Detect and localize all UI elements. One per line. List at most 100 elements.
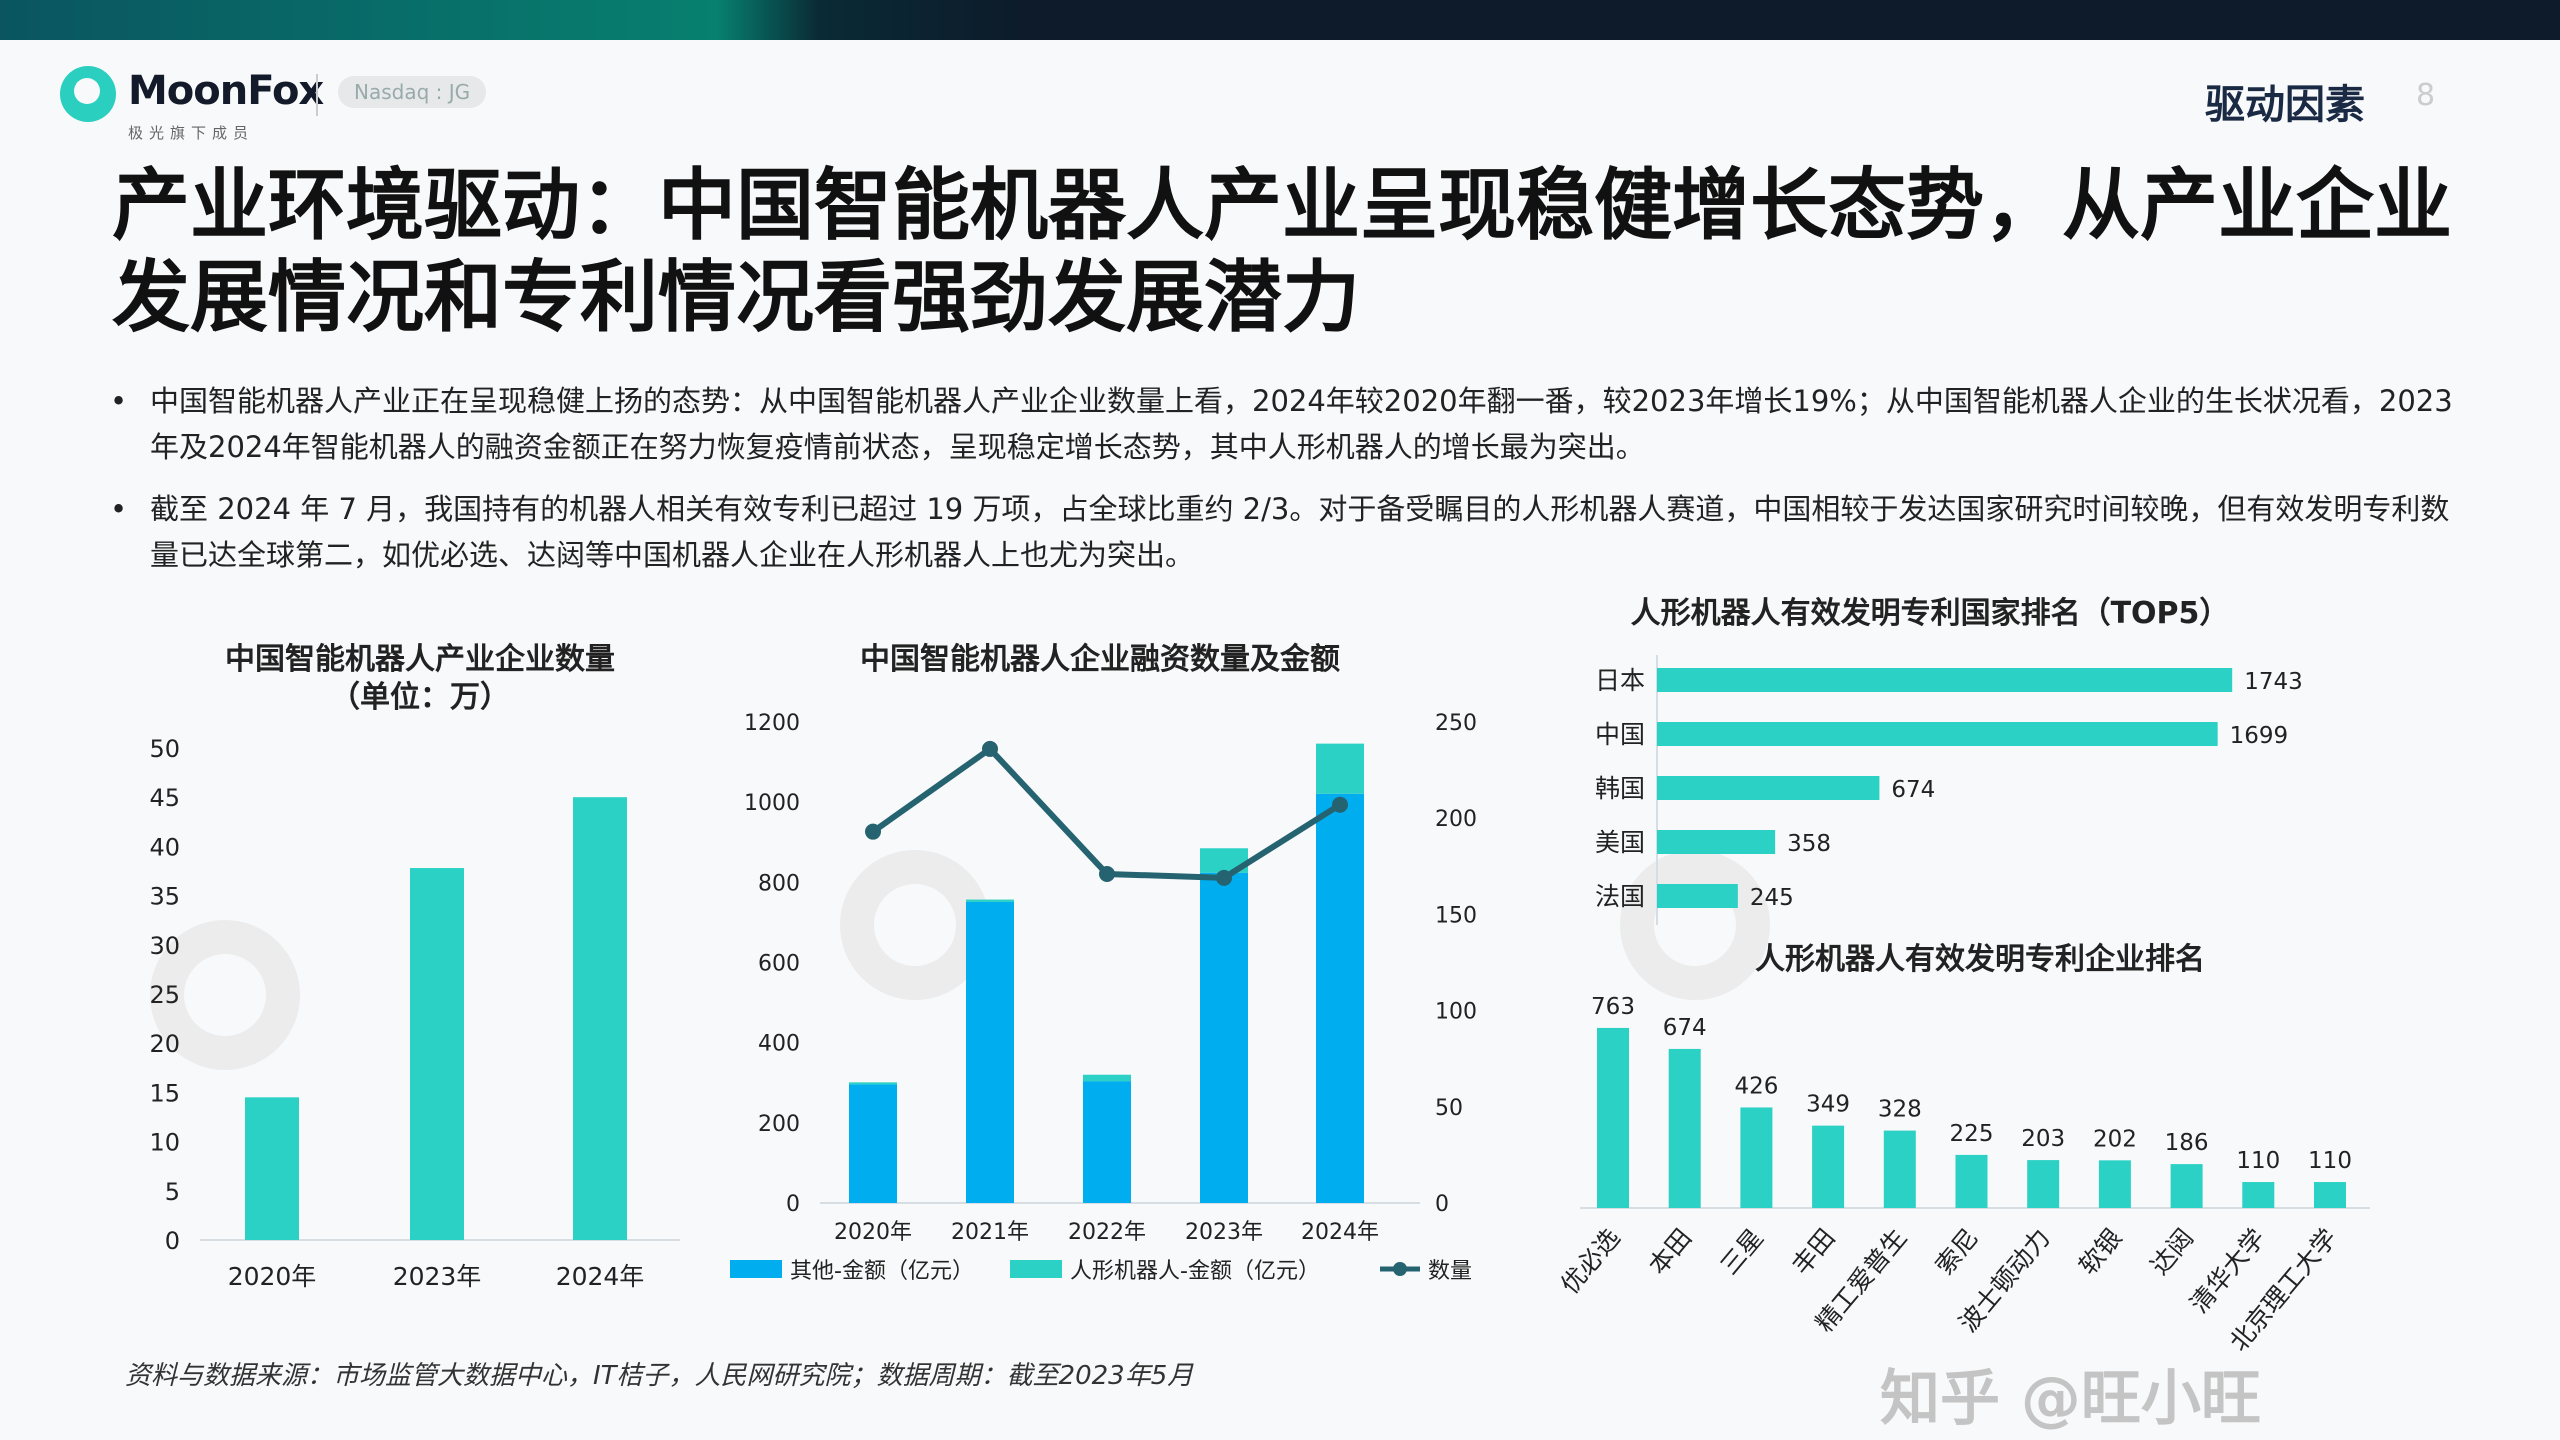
ticker-badge: Nasdaq : JG — [338, 76, 487, 108]
data-label: 763 — [1591, 994, 1635, 1020]
section-label: 驱动因素 — [2205, 82, 2365, 128]
bar — [1668, 1048, 1701, 1208]
bar — [1657, 668, 2233, 692]
y-tick-label: 0 — [786, 1192, 800, 1217]
category-label: 中国 — [1595, 720, 1645, 749]
bar — [2170, 1164, 2203, 1208]
top-banner — [0, 0, 2560, 40]
legend-label: 数量 — [1428, 1259, 1472, 1284]
source-note: 资料与数据来源：市场监管大数据中心，IT桔子，人民网研究院；数据周期：截至202… — [125, 1361, 1194, 1391]
category-label: 日本 — [1595, 666, 1645, 695]
y-tick-label: 45 — [149, 784, 180, 812]
x-tick-label: 本田 — [1643, 1223, 1697, 1280]
category-label: 法国 — [1595, 882, 1645, 911]
bar — [245, 1097, 299, 1240]
x-tick-label: 2020年 — [834, 1220, 912, 1245]
category-label: 美国 — [1595, 828, 1645, 857]
bar-humanoid — [966, 899, 1014, 902]
y-tick-label: 25 — [149, 981, 180, 1009]
y-tick-label: 20 — [149, 1030, 180, 1058]
y-tick-label: 40 — [149, 833, 180, 861]
y-tick-label: 0 — [165, 1227, 180, 1255]
page-number: 8 — [2416, 78, 2436, 113]
line-point — [982, 740, 998, 757]
y2-tick-label: 50 — [1435, 1096, 1463, 1121]
bar — [2027, 1160, 2060, 1208]
moonfox-logo-icon — [60, 66, 116, 122]
data-label: 674 — [1663, 1015, 1707, 1041]
chart4-title: 人形机器人有效发明专利企业排名 — [1755, 942, 2205, 977]
legend-label: 人形机器人-金额（亿元） — [1070, 1259, 1320, 1284]
chart3-country-ranking: 日本 1743 中国 1699 韩国 674 美国 358 法国 245 — [1595, 655, 2303, 925]
y-tick-label: 600 — [758, 952, 800, 977]
chart4-company-ranking: 763优必选674本田426三星349丰田328精工爱普生225索尼203波士顿… — [1555, 994, 2370, 1357]
bar — [1657, 830, 1776, 854]
brand-name: MoonFox — [128, 68, 324, 114]
y-tick-label: 10 — [149, 1129, 180, 1157]
y2-tick-label: 150 — [1435, 903, 1477, 928]
brand-subtitle: 极光旗下成员 — [128, 124, 255, 142]
data-label: 328 — [1878, 1097, 1922, 1123]
data-label: 110 — [2236, 1148, 2280, 1174]
legend-swatch — [730, 1260, 782, 1278]
bar-other — [966, 901, 1014, 1203]
bar — [2242, 1182, 2275, 1208]
y-tick-label: 1000 — [744, 791, 800, 816]
y-tick-label: 35 — [149, 883, 180, 911]
chart2-financing: 0 200 400 600 800 1000 1200 0 50 100 150 200 250 2020… — [730, 711, 1477, 1284]
x-tick-label: 三星 — [1715, 1223, 1769, 1280]
data-label: 186 — [2165, 1130, 2209, 1156]
line-point — [1216, 869, 1232, 886]
line-point — [1099, 865, 1115, 882]
x-tick-label: 2024年 — [556, 1262, 645, 1291]
legend-label: 其他-金额（亿元） — [790, 1259, 974, 1284]
legend-marker — [1393, 1262, 1407, 1276]
x-tick-label: 2024年 — [1301, 1220, 1379, 1245]
y2-tick-label: 100 — [1435, 1000, 1477, 1025]
y2-tick-label: 0 — [1435, 1192, 1449, 1217]
bar-other — [1316, 793, 1364, 1203]
line-point — [865, 823, 881, 840]
x-tick-label: 2023年 — [393, 1262, 482, 1291]
chart1-enterprise-count: 0 5 10 15 20 25 30 35 40 45 50 2020年 2023年 2024年 — [149, 735, 680, 1291]
data-label: 110 — [2308, 1148, 2352, 1174]
data-label: 203 — [2021, 1126, 2065, 1152]
y-tick-label: 5 — [165, 1178, 180, 1206]
bullet-point: 中国智能机器人产业正在呈现稳健上扬的态势：从中国智能机器人产业企业数量上看，20… — [110, 378, 2470, 470]
x-tick-label: 索尼 — [1930, 1223, 1984, 1280]
x-tick-label: 2020年 — [228, 1262, 317, 1291]
page-title: 产业环境驱动：中国智能机器人产业呈现稳健增长态势，从产业企业发展情况和专利情况看… — [112, 161, 2453, 343]
x-tick-label: 2023年 — [1185, 1220, 1263, 1245]
zhihu-watermark: 知乎 @旺小旺 — [1880, 1364, 2261, 1434]
x-tick-label: 2022年 — [1068, 1220, 1146, 1245]
y-tick-label: 200 — [758, 1112, 800, 1137]
chart3-title: 人形机器人有效发明专利国家排名（TOP5） — [1630, 596, 2230, 631]
bar — [2314, 1182, 2346, 1208]
bullet-point: 截至 2024 年 7 月，我国持有的机器人相关有效专利已超过 19 万项，占全… — [110, 486, 2470, 578]
y2-tick-label: 250 — [1435, 711, 1477, 736]
legend-swatch — [1010, 1260, 1062, 1278]
bar — [1883, 1130, 1916, 1208]
category-label: 韩国 — [1595, 774, 1645, 803]
bar-humanoid — [1316, 743, 1364, 794]
y-tick-label: 30 — [149, 932, 180, 960]
bar — [1955, 1154, 1988, 1208]
bar — [1657, 776, 1880, 800]
y-tick-label: 50 — [149, 735, 180, 763]
line-point — [1332, 796, 1348, 813]
bar-other — [1200, 872, 1248, 1203]
y-tick-label: 400 — [758, 1032, 800, 1057]
bar — [1657, 722, 2218, 746]
bar — [1597, 1027, 1629, 1208]
data-label: 225 — [1950, 1121, 1994, 1147]
y-tick-label: 1200 — [744, 711, 800, 736]
y-tick-label: 800 — [758, 871, 800, 896]
data-label: 358 — [1787, 831, 1831, 857]
x-tick-label: 达闼 — [2145, 1223, 2199, 1280]
bar — [1812, 1125, 1845, 1208]
chart1-title: 中国智能机器人产业企业数量 — [225, 642, 615, 677]
bar-humanoid — [849, 1082, 897, 1085]
chart1-subtitle: （单位：万） — [330, 680, 510, 715]
bar — [1740, 1107, 1773, 1208]
data-label: 674 — [1891, 777, 1935, 803]
